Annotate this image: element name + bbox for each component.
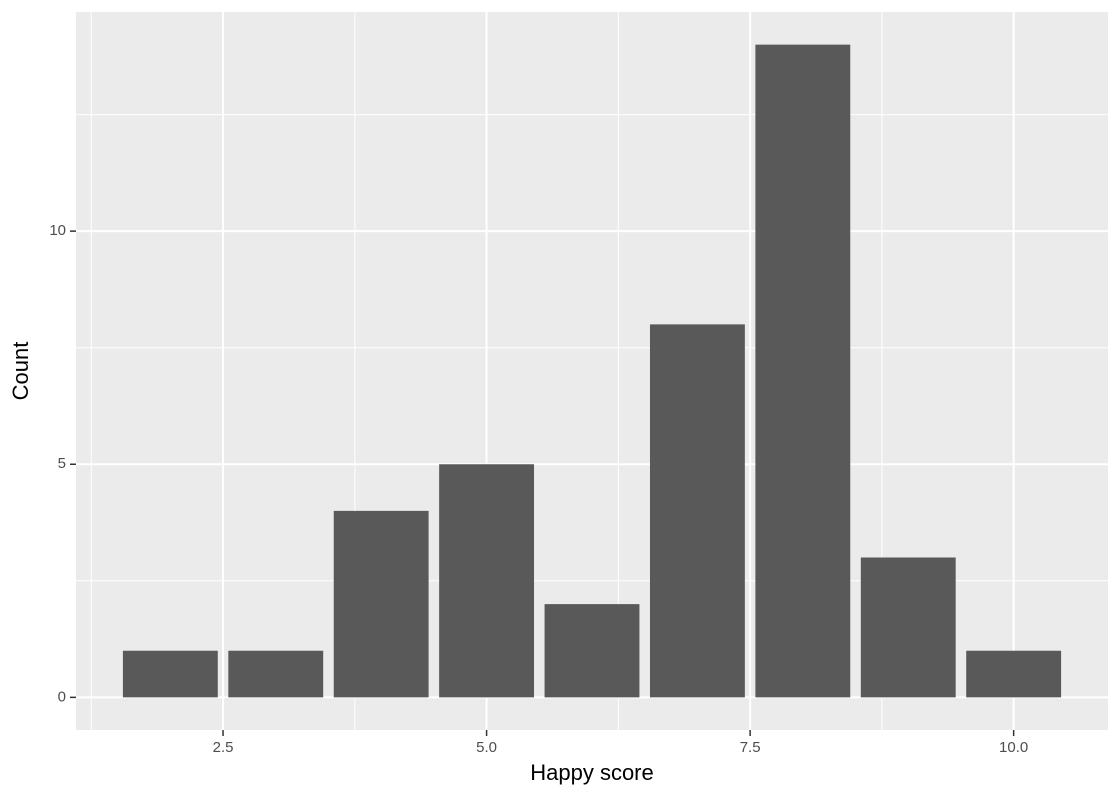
x-axis-title: Happy score bbox=[530, 760, 654, 785]
bar bbox=[228, 650, 324, 698]
bar bbox=[860, 557, 956, 698]
y-tick-label: 10 bbox=[49, 222, 66, 239]
x-tick-label: 7.5 bbox=[740, 739, 761, 756]
y-axis-title: Count bbox=[8, 342, 33, 401]
bar bbox=[649, 324, 745, 698]
bar bbox=[544, 604, 640, 698]
bar bbox=[333, 510, 429, 698]
x-tick-label: 10.0 bbox=[999, 739, 1028, 756]
y-tick-label: 0 bbox=[58, 688, 66, 705]
bar bbox=[755, 44, 851, 698]
x-tick-label: 2.5 bbox=[213, 739, 234, 756]
bar bbox=[122, 650, 218, 698]
x-tick-label: 5.0 bbox=[476, 739, 497, 756]
bar bbox=[966, 650, 1062, 698]
bar bbox=[439, 464, 535, 698]
y-tick-label: 5 bbox=[58, 455, 66, 472]
